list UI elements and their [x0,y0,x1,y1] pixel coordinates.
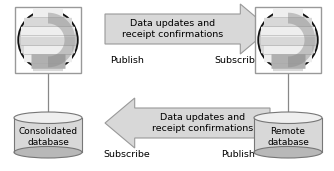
Circle shape [18,10,78,70]
Text: Publish: Publish [221,150,255,159]
Circle shape [260,12,316,68]
Polygon shape [105,4,270,54]
Text: Data updates and
receipt confirmations: Data updates and receipt confirmations [152,113,253,133]
Bar [254,118,322,152]
Ellipse shape [14,147,82,158]
Ellipse shape [254,112,322,123]
Text: Consolidated
database: Consolidated database [18,127,77,147]
Circle shape [20,12,76,68]
Text: Publish: Publish [110,56,144,65]
Text: Data updates and
receipt confirmations: Data updates and receipt confirmations [122,19,223,39]
Ellipse shape [14,112,82,123]
Circle shape [258,10,318,70]
Polygon shape [48,13,75,67]
FancyBboxPatch shape [255,7,321,73]
Ellipse shape [254,147,322,158]
Polygon shape [288,13,315,67]
FancyBboxPatch shape [15,7,81,73]
Text: Subscribe: Subscribe [215,56,262,65]
Polygon shape [105,98,270,148]
Text: Remote
database: Remote database [267,127,309,147]
Text: Subscribe: Subscribe [104,150,150,159]
Bar [14,118,82,152]
